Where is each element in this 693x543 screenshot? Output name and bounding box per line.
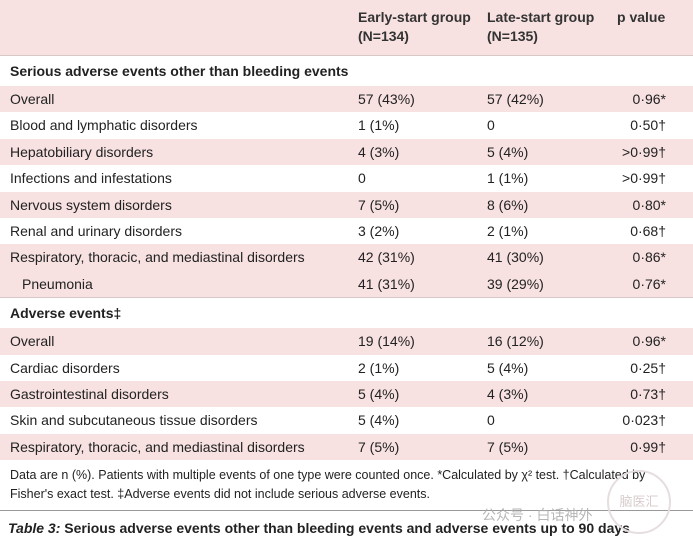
row-p: 0·73† — [630, 385, 666, 402]
row-late: 5 (4%) — [487, 359, 529, 376]
row-early: 5 (4%) — [358, 385, 400, 402]
row-p: 0·86* — [632, 249, 666, 266]
table-row: Pneumonia 41 (31%) 39 (29%) 0·76* — [0, 270, 693, 298]
row-late: 1 (1%) — [487, 170, 529, 187]
header-early-n: (N=134) — [358, 28, 409, 44]
row-label: Overall — [10, 91, 55, 107]
row-p: 0·80* — [632, 196, 666, 213]
header-early-label: Early-start group — [358, 9, 471, 25]
row-p: 0·68† — [630, 222, 666, 239]
row-p: 0·96* — [632, 333, 666, 350]
row-late: 2 (1%) — [487, 222, 529, 239]
row-label: Overall — [10, 333, 55, 350]
row-late: 41 (30%) — [487, 249, 544, 266]
table-header: Early-start group (N=134) Late-start gro… — [0, 0, 693, 55]
row-early: 42 (31%) — [358, 249, 415, 266]
adverse-events-table: Early-start group (N=134) Late-start gro… — [0, 0, 693, 461]
table-row: Overall 19 (14%) 16 (12%) 0·96* — [0, 328, 693, 355]
row-label: Respiratory, thoracic, and mediastinal d… — [10, 438, 305, 455]
row-late: 0 — [487, 412, 495, 429]
row-late: 8 (6%) — [487, 196, 529, 213]
row-p: 0·76* — [632, 275, 666, 292]
table-row: Respiratory, thoracic, and mediastinal d… — [0, 244, 693, 271]
table-caption: Table 3: Serious adverse events other th… — [8, 520, 630, 536]
header-late-start: Late-start group (N=135) — [487, 8, 594, 46]
table-row: Infections and infestations 0 1 (1%) >0·… — [0, 165, 693, 191]
header-late-n: (N=135) — [487, 28, 538, 44]
caption-prefix: Table 3: — [8, 520, 61, 536]
section-adverse-title: Adverse events‡ — [0, 297, 693, 329]
row-early: 57 (43%) — [358, 91, 415, 107]
table-footnote: Data are n (%). Patients with multiple e… — [10, 468, 646, 501]
row-early: 5 (4%) — [358, 412, 400, 429]
header-early-start: Early-start group (N=134) — [358, 8, 471, 46]
caption-divider — [0, 510, 693, 511]
watermark-logo: 脑医汇 — [607, 470, 671, 534]
row-late: 39 (29%) — [487, 275, 544, 292]
row-label: Infections and infestations — [10, 170, 172, 187]
table-row: Gastrointestinal disorders 5 (4%) 4 (3%)… — [0, 380, 693, 408]
row-p: >0·99† — [622, 170, 666, 187]
row-p: 0·96* — [632, 91, 666, 107]
watermark-text: 公众号 · 白话神外 — [482, 507, 593, 523]
table-row: Hepatobiliary disorders 4 (3%) 5 (4%) >0… — [0, 138, 693, 166]
row-p: >0·99† — [622, 143, 666, 160]
row-early: 19 (14%) — [358, 333, 415, 350]
row-early: 1 (1%) — [358, 117, 400, 134]
row-late: 0 — [487, 117, 495, 134]
row-late: 5 (4%) — [487, 143, 529, 160]
table-row: Nervous system disorders 7 (5%) 8 (6%) 0… — [0, 191, 693, 218]
row-early: 41 (31%) — [358, 275, 415, 292]
row-label: Respiratory, thoracic, and mediastinal d… — [10, 249, 305, 266]
row-late: 57 (42%) — [487, 91, 544, 107]
table-row: Cardiac disorders 2 (1%) 5 (4%) 0·25† — [0, 355, 693, 381]
row-early: 2 (1%) — [358, 359, 400, 376]
table-row: Blood and lymphatic disorders 1 (1%) 0 0… — [0, 112, 693, 138]
header-p-value: p value — [617, 9, 666, 25]
row-p: 0·25† — [630, 359, 666, 376]
table-row: Overall 57 (43%) 57 (42%) 0·96* — [0, 86, 693, 113]
row-early: 7 (5%) — [358, 438, 400, 455]
row-early: 4 (3%) — [358, 143, 400, 160]
row-label: Cardiac disorders — [10, 359, 120, 376]
row-late: 4 (3%) — [487, 385, 529, 402]
row-p: 0·99† — [630, 438, 666, 455]
row-label: Gastrointestinal disorders — [10, 385, 169, 402]
row-label: Renal and urinary disorders — [10, 222, 182, 239]
header-late-label: Late-start group — [487, 9, 595, 25]
caption-text: Serious adverse events other than bleedi… — [60, 520, 630, 536]
row-early: 7 (5%) — [358, 196, 400, 213]
row-early: 3 (2%) — [358, 222, 400, 239]
table-row: Respiratory, thoracic, and mediastinal d… — [0, 433, 693, 461]
row-label: Hepatobiliary disorders — [10, 143, 154, 160]
row-p: 0·023† — [622, 412, 666, 429]
row-late: 16 (12%) — [487, 333, 544, 350]
section-serious-title: Serious adverse events other than bleedi… — [0, 55, 693, 86]
row-label: Skin and subcutaneous tissue disorders — [10, 412, 258, 429]
row-early: 0 — [358, 170, 366, 187]
row-label: Nervous system disorders — [10, 196, 172, 213]
table-row: Renal and urinary disorders 3 (2%) 2 (1%… — [0, 218, 693, 244]
row-p: 0·50† — [630, 117, 666, 134]
table-row: Skin and subcutaneous tissue disorders 5… — [0, 407, 693, 433]
row-late: 7 (5%) — [487, 438, 529, 455]
row-label: Pneumonia — [22, 275, 93, 292]
row-label: Blood and lymphatic disorders — [10, 117, 198, 134]
